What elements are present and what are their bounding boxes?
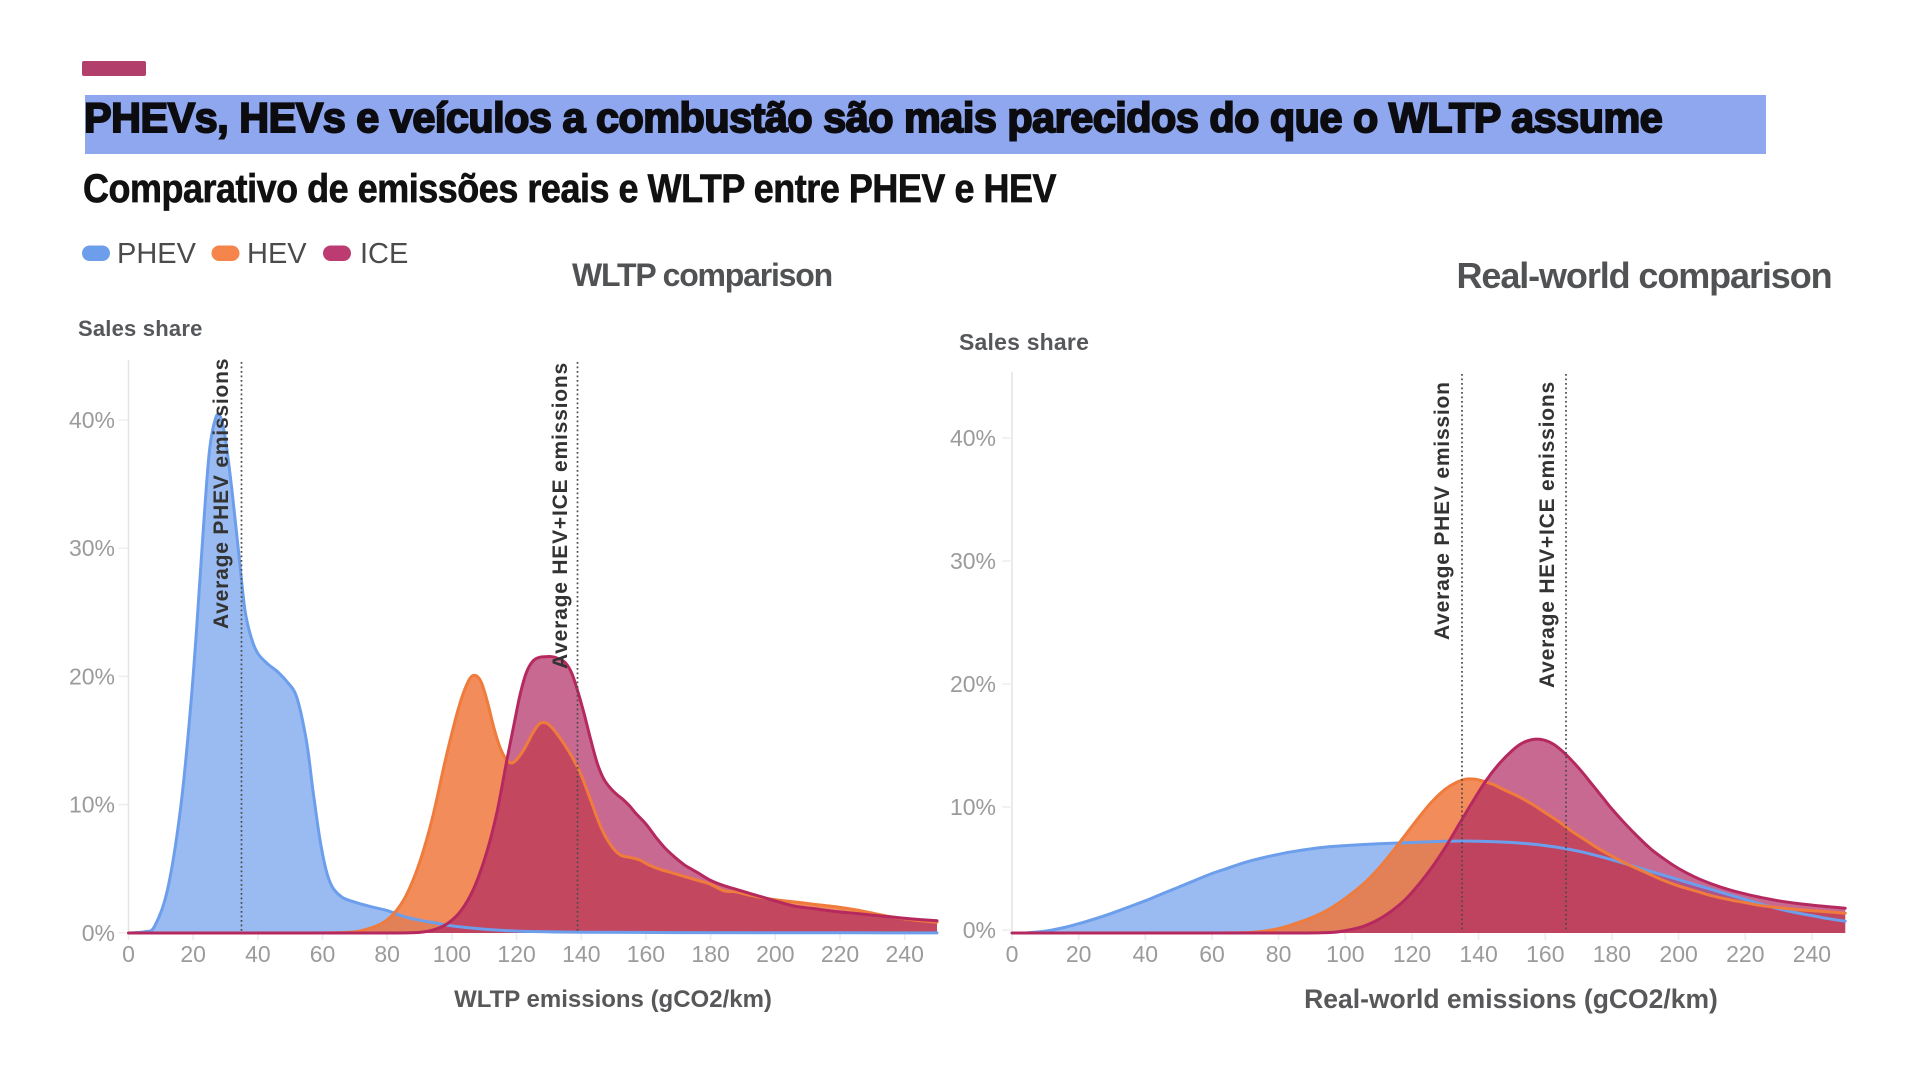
svg-text:80: 80 <box>1266 941 1292 967</box>
svg-text:10%: 10% <box>69 792 115 818</box>
svg-text:200: 200 <box>1659 941 1697 967</box>
svg-text:80: 80 <box>374 941 400 967</box>
svg-text:Average PHEV emissions: Average PHEV emissions <box>210 358 233 629</box>
svg-text:120: 120 <box>497 941 535 967</box>
svg-text:Sales share: Sales share <box>959 329 1089 355</box>
svg-text:ICE: ICE <box>360 238 408 270</box>
svg-text:20: 20 <box>180 941 206 967</box>
svg-text:Average PHEV emission: Average PHEV emission <box>1431 381 1454 640</box>
svg-text:40%: 40% <box>950 425 996 451</box>
svg-text:60: 60 <box>310 941 336 967</box>
svg-text:Average HEV+ICE emissions: Average HEV+ICE emissions <box>1536 381 1559 688</box>
svg-text:20: 20 <box>1066 941 1092 967</box>
svg-text:0: 0 <box>1006 941 1019 967</box>
svg-text:140: 140 <box>562 941 600 967</box>
svg-text:140: 140 <box>1459 941 1497 967</box>
svg-text:100: 100 <box>433 941 471 967</box>
svg-text:200: 200 <box>756 941 794 967</box>
svg-text:Average HEV+ICE emissions: Average HEV+ICE emissions <box>549 362 572 669</box>
svg-text:PHEV: PHEV <box>117 238 197 270</box>
svg-text:160: 160 <box>627 941 665 967</box>
svg-text:240: 240 <box>1793 941 1831 967</box>
svg-text:180: 180 <box>1593 941 1631 967</box>
svg-text:0%: 0% <box>82 920 115 946</box>
svg-text:0: 0 <box>122 941 135 967</box>
svg-text:160: 160 <box>1526 941 1564 967</box>
svg-text:0%: 0% <box>963 917 996 943</box>
svg-text:240: 240 <box>886 941 924 967</box>
svg-text:40%: 40% <box>69 407 115 433</box>
svg-text:40: 40 <box>245 941 271 967</box>
svg-text:100: 100 <box>1326 941 1364 967</box>
svg-text:60: 60 <box>1199 941 1225 967</box>
svg-text:20%: 20% <box>69 663 115 689</box>
svg-text:40: 40 <box>1133 941 1159 967</box>
svg-text:Sales share: Sales share <box>78 316 203 341</box>
svg-text:220: 220 <box>1726 941 1764 967</box>
svg-text:WLTP comparison: WLTP comparison <box>572 257 832 293</box>
svg-text:HEV: HEV <box>247 238 307 270</box>
svg-text:120: 120 <box>1393 941 1431 967</box>
svg-text:30%: 30% <box>69 535 115 561</box>
svg-text:WLTP emissions (gCO2/km): WLTP emissions (gCO2/km) <box>454 986 772 1013</box>
svg-text:Real-world emissions (gCO2/km): Real-world emissions (gCO2/km) <box>1304 984 1718 1014</box>
svg-text:180: 180 <box>691 941 729 967</box>
svg-text:Real-world comparison: Real-world comparison <box>1457 255 1832 296</box>
svg-text:220: 220 <box>821 941 859 967</box>
svg-text:30%: 30% <box>950 548 996 574</box>
svg-text:10%: 10% <box>950 794 996 820</box>
svg-text:20%: 20% <box>950 671 996 697</box>
